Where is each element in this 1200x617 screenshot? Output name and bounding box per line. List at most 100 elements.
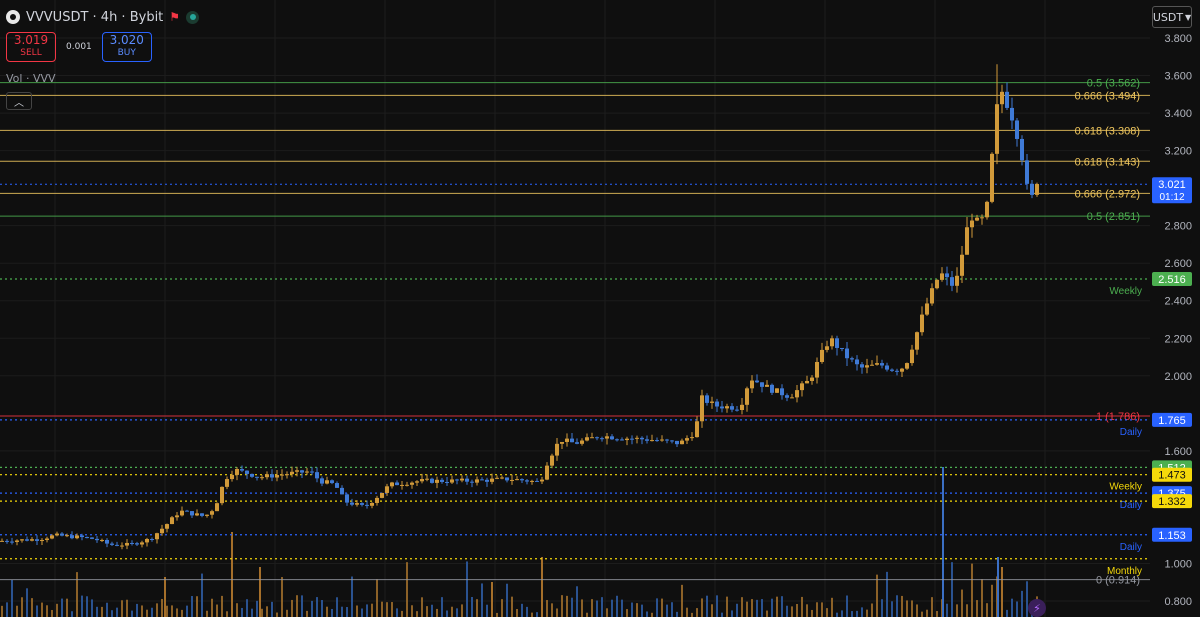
volume-bar bbox=[956, 604, 958, 617]
candle-body bbox=[200, 513, 204, 516]
candle-body bbox=[425, 478, 429, 480]
candle-body bbox=[275, 475, 279, 478]
candle-body bbox=[175, 515, 179, 518]
candle-body bbox=[10, 541, 14, 543]
volume-bar bbox=[976, 600, 978, 617]
volume-bar bbox=[561, 595, 563, 617]
fib-label: 0 (0.914) bbox=[1096, 575, 1140, 587]
candle-body bbox=[580, 440, 584, 444]
volume-bar bbox=[1001, 567, 1003, 617]
volume-bar bbox=[186, 605, 188, 617]
candle-body bbox=[920, 314, 924, 333]
volume-bar bbox=[671, 602, 673, 617]
volume-bar bbox=[997, 557, 999, 617]
volume-indicator-label[interactable]: Vol · VVV bbox=[6, 72, 56, 85]
sell-price: 3.019 bbox=[13, 33, 49, 47]
volume-bar bbox=[486, 604, 488, 617]
candle-body bbox=[625, 438, 629, 441]
price-tag bbox=[1152, 412, 1192, 427]
candle-body bbox=[5, 540, 9, 542]
volume-bar bbox=[156, 603, 158, 617]
currency-selector[interactable]: USDT ▼ bbox=[1152, 6, 1192, 28]
candle-body bbox=[900, 368, 904, 372]
candle-body bbox=[195, 513, 199, 516]
volume-bar bbox=[246, 599, 248, 617]
volume-bar bbox=[201, 573, 203, 617]
candle-body bbox=[535, 480, 539, 482]
candle-body bbox=[715, 401, 719, 407]
candle-body bbox=[855, 359, 859, 365]
lightning-icon[interactable]: ⚡ bbox=[1028, 599, 1046, 617]
volume-bar bbox=[942, 467, 944, 617]
y-tick-label: 3.800 bbox=[1164, 33, 1192, 45]
candle-body bbox=[260, 477, 264, 479]
candle-body bbox=[890, 369, 894, 371]
candle-body bbox=[975, 217, 979, 221]
volume-bar bbox=[661, 598, 663, 617]
candle-body bbox=[845, 348, 849, 359]
candle-body bbox=[930, 288, 934, 304]
key-level-tag: Daily bbox=[1120, 500, 1142, 511]
candle-body bbox=[805, 380, 809, 384]
volume-bar bbox=[816, 602, 818, 617]
y-tick-label: 3.600 bbox=[1164, 71, 1192, 83]
volume-bar bbox=[801, 596, 803, 617]
candle-body bbox=[895, 370, 899, 372]
symbol-title[interactable]: VVVUSDT · 4h · Bybit bbox=[26, 9, 164, 25]
volume-bar bbox=[456, 608, 458, 617]
candle-body bbox=[280, 474, 284, 476]
volume-bar bbox=[806, 604, 808, 617]
volume-bar bbox=[216, 604, 218, 617]
volume-bar bbox=[111, 610, 113, 617]
sell-button[interactable]: 3.019 SELL bbox=[6, 32, 56, 62]
volume-bar bbox=[746, 601, 748, 617]
volume-bar bbox=[151, 607, 153, 617]
candle-body bbox=[145, 539, 149, 543]
candle-body bbox=[285, 474, 289, 476]
volume-bar bbox=[16, 605, 18, 617]
price-tag-label: 1.153 bbox=[1158, 530, 1186, 542]
candle-body bbox=[95, 538, 99, 541]
collapse-button[interactable]: ︿ bbox=[6, 92, 32, 110]
volume-bar bbox=[101, 606, 103, 617]
candle-body bbox=[835, 338, 839, 348]
candle-body bbox=[865, 365, 869, 368]
candle-body bbox=[935, 279, 939, 289]
buy-button[interactable]: 3.020 BUY bbox=[101, 32, 152, 62]
volume-bar bbox=[466, 561, 468, 617]
candle-body bbox=[950, 277, 954, 286]
candle-body bbox=[700, 395, 704, 422]
volume-bar bbox=[171, 605, 173, 617]
candle-body bbox=[320, 478, 324, 484]
candle-body bbox=[35, 539, 39, 541]
volume-bar bbox=[896, 595, 898, 617]
candle-body bbox=[480, 479, 484, 481]
volume-bar bbox=[191, 596, 193, 617]
volume-bar bbox=[1006, 609, 1008, 617]
volume-bar bbox=[931, 597, 933, 617]
y-tick-label: 2.200 bbox=[1164, 333, 1192, 345]
volume-bar bbox=[841, 610, 843, 617]
volume-bar bbox=[606, 608, 608, 617]
fib-label: 0.666 (2.972) bbox=[1075, 188, 1140, 200]
volume-bar bbox=[596, 600, 598, 617]
volume-bar bbox=[56, 603, 58, 617]
volume-bar bbox=[341, 606, 343, 617]
candle-body bbox=[265, 474, 269, 478]
candle-body bbox=[800, 383, 804, 391]
candle-body bbox=[120, 545, 124, 547]
volume-bar bbox=[196, 596, 198, 617]
volume-bar bbox=[521, 603, 523, 617]
volume-bar bbox=[576, 586, 578, 617]
volume-bar bbox=[756, 599, 758, 617]
volume-bar bbox=[221, 595, 223, 617]
order-quantity[interactable]: 0.001 bbox=[66, 42, 92, 52]
flag-icon[interactable]: ⚑ bbox=[169, 10, 181, 24]
volume-bar bbox=[851, 611, 853, 617]
price-tag-label: 3.021 bbox=[1158, 179, 1186, 191]
volume-bar bbox=[721, 612, 723, 617]
volume-bar bbox=[371, 603, 373, 617]
volume-bar bbox=[451, 606, 453, 617]
volume-bar bbox=[506, 583, 508, 617]
